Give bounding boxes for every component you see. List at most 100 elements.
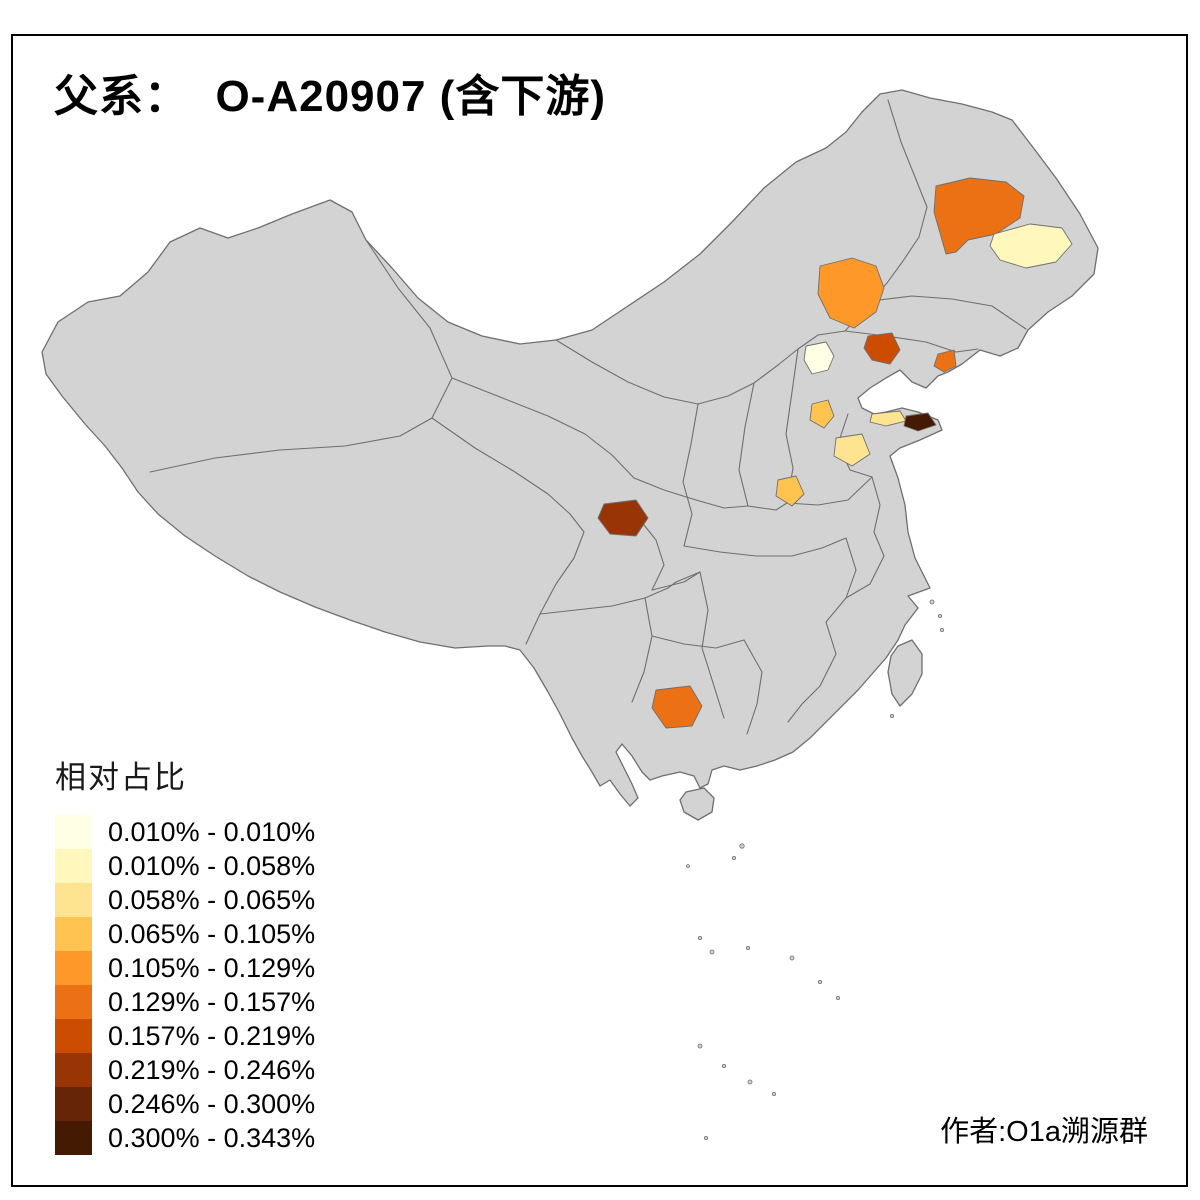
legend-label: 0.219% - 0.246% — [108, 1054, 316, 1085]
island — [890, 714, 895, 719]
legend: 相对占比 0.010% - 0.010% 0.010% - 0.058% 0.058… — [55, 752, 315, 1155]
map-region-shandong-central — [833, 433, 871, 467]
legend-swatch — [55, 1019, 92, 1053]
map-region-beijing — [803, 341, 835, 375]
legend-swatch — [55, 985, 92, 1019]
province-border-line — [149, 417, 433, 473]
province-border-line — [819, 597, 847, 687]
map-frame — [11, 34, 1188, 1187]
map-region-sichuan-chengdu — [597, 499, 649, 537]
island — [704, 1136, 709, 1141]
legend-label: 0.105% - 0.129% — [108, 952, 316, 983]
island — [722, 1064, 727, 1069]
legend-label: 0.246% - 0.300% — [108, 1088, 316, 1119]
map-region-shandong-north — [869, 410, 907, 427]
map-region-liaoning-central — [863, 332, 901, 365]
island — [836, 996, 841, 1001]
map-region-henan-central — [775, 475, 805, 507]
legend-title: 相对占比 — [55, 760, 187, 795]
legend-row: 0.065% - 0.105% — [55, 917, 315, 951]
map-region-liaoning-peninsula — [933, 349, 957, 373]
legend-swatch — [55, 883, 92, 917]
map-region-heilongjiang-west — [933, 177, 1025, 255]
legend-row: 0.010% - 0.010% — [55, 815, 315, 849]
province-border-line — [845, 537, 857, 599]
legend-row: 0.105% - 0.129% — [55, 951, 315, 985]
province-border-line — [539, 587, 669, 615]
island — [938, 614, 943, 619]
legend-label: 0.300% - 0.343% — [108, 1122, 316, 1153]
province-border-line — [747, 502, 788, 511]
legend-label: 0.129% - 0.157% — [108, 986, 316, 1017]
legend-label: 0.058% - 0.065% — [108, 884, 316, 915]
island — [746, 946, 751, 951]
island — [698, 936, 703, 941]
province-border-line — [845, 555, 885, 599]
legend-row: 0.300% - 0.343% — [55, 1121, 315, 1155]
legend-row: 0.157% - 0.219% — [55, 1019, 315, 1053]
island — [929, 599, 935, 605]
island — [818, 980, 823, 985]
legend-label: 0.010% - 0.010% — [108, 816, 316, 847]
legend-swatch — [55, 1121, 92, 1155]
legend-row: 0.219% - 0.246% — [55, 1053, 315, 1087]
legend-swatch — [55, 849, 92, 883]
author-credit: 作者:O1a溯源群 — [940, 1116, 1148, 1148]
legend-label: 0.065% - 0.105% — [108, 918, 316, 949]
legend-swatch — [55, 917, 92, 951]
province-border-line — [683, 537, 847, 557]
province-border-line — [651, 635, 745, 649]
province-border-line — [682, 403, 699, 547]
legend-rows: 0.010% - 0.010% 0.010% - 0.058% 0.058% - 0… — [55, 815, 315, 1155]
island — [686, 864, 690, 868]
province-border-line — [743, 639, 763, 735]
island — [739, 843, 745, 849]
island — [709, 949, 715, 955]
province-border-line — [699, 571, 725, 719]
province-border-line — [633, 477, 749, 509]
island — [772, 1092, 777, 1097]
island — [697, 1043, 703, 1049]
legend-swatch — [55, 1087, 92, 1121]
legend-row: 0.058% - 0.065% — [55, 883, 315, 917]
province-border-line — [451, 377, 635, 479]
hainan-island — [679, 787, 715, 821]
province-border-line — [651, 571, 701, 591]
legend-row: 0.129% - 0.157% — [55, 985, 315, 1019]
map-region-hebei-south — [809, 399, 835, 429]
highlighted-regions — [597, 177, 1073, 729]
province-border-line — [639, 519, 665, 591]
island — [747, 1079, 753, 1085]
province-border-line — [555, 330, 846, 405]
province-border-line — [667, 571, 701, 589]
map-region-yunnan-central — [651, 685, 703, 729]
province-border-line — [844, 330, 979, 353]
legend-row: 0.246% - 0.300% — [55, 1087, 315, 1121]
province-border-line — [870, 295, 1027, 330]
island — [789, 955, 795, 961]
island — [732, 856, 737, 861]
page-title: 父系： O-A20907 (含下游) — [54, 72, 606, 121]
legend-label: 0.157% - 0.219% — [108, 1020, 316, 1051]
taiwan-island — [887, 639, 923, 707]
province-borders — [149, 99, 1027, 735]
legend-label: 0.010% - 0.058% — [108, 850, 316, 881]
province-border-line — [365, 239, 453, 419]
province-border-line — [631, 597, 653, 703]
province-border-line — [871, 476, 885, 557]
island — [940, 628, 945, 633]
legend-swatch — [55, 815, 92, 849]
province-border-line — [787, 685, 821, 723]
islands — [686, 599, 945, 1141]
map-region-shandong-peninsula — [903, 412, 937, 432]
province-border-line — [525, 513, 585, 645]
province-border-line — [738, 382, 755, 507]
map-region-heilongjiang-east — [989, 223, 1073, 269]
legend-swatch — [55, 951, 92, 985]
map-region-jilin-west — [817, 257, 885, 329]
legend-swatch — [55, 1053, 92, 1087]
province-border-line — [431, 417, 571, 515]
legend-row: 0.010% - 0.058% — [55, 849, 315, 883]
